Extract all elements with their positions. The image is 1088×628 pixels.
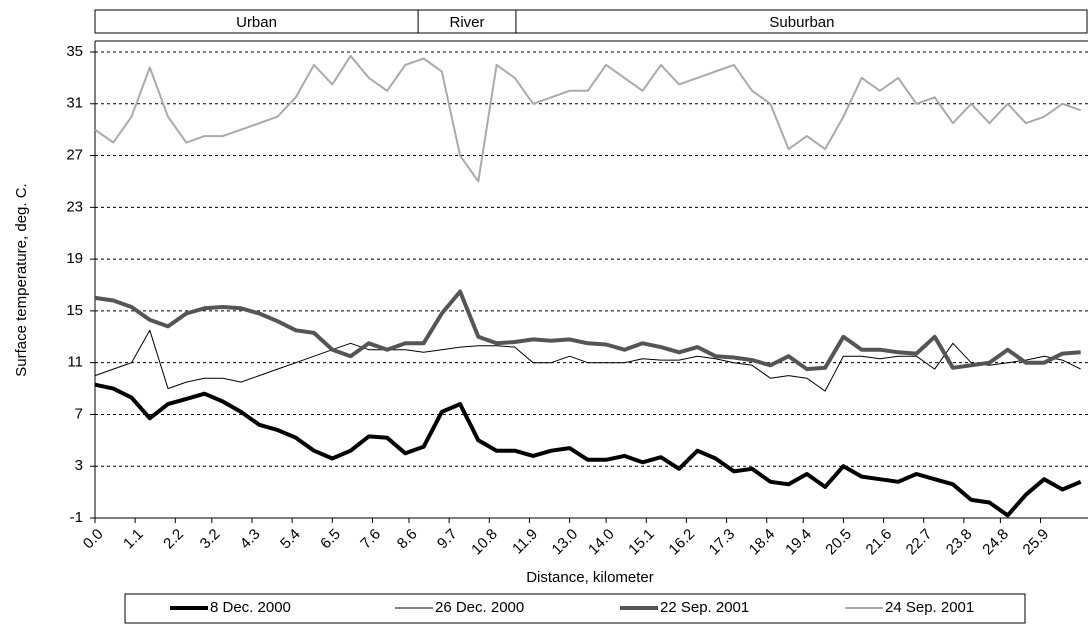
x-tick-label: 20.5 — [822, 526, 855, 559]
legend-label: 26 Dec. 2000 — [435, 599, 524, 616]
x-tick-label: 14.0 — [585, 526, 618, 559]
y-tick-label: 31 — [66, 95, 83, 112]
data-line — [94, 329, 1081, 392]
region-label: River — [450, 14, 485, 31]
x-tick-label: 11.9 — [509, 526, 541, 558]
x-tick-label: 4.3 — [237, 526, 264, 553]
x-tick-label: 3.2 — [197, 526, 224, 553]
x-tick-label: 5.4 — [277, 526, 304, 553]
x-tick-label: 21.6 — [863, 526, 896, 559]
x-tick-label: 25.9 — [1020, 526, 1053, 559]
x-tick-label: 17.3 — [706, 526, 739, 559]
x-tick-label: 18.4 — [746, 526, 779, 559]
x-tick-label: 10.8 — [468, 526, 501, 559]
x-tick-label: 9.7 — [434, 526, 461, 553]
y-tick-label: 27 — [66, 147, 83, 164]
legend-label: 24 Sep. 2001 — [885, 599, 974, 616]
x-tick-label: 19.4 — [782, 526, 815, 559]
region-band — [94, 9, 1088, 34]
y-tick-label: 15 — [66, 302, 83, 319]
y-tick-label: 35 — [66, 43, 83, 60]
legend-label: 22 Sep. 2001 — [660, 599, 749, 616]
y-tick-label: -1 — [70, 509, 83, 526]
x-tick-label: 2.2 — [160, 526, 187, 553]
x-tick-label: 13.0 — [549, 526, 582, 559]
y-tick-label: 3 — [75, 457, 83, 474]
x-tick-label: 23.8 — [943, 526, 976, 559]
legend-label: 8 Dec. 2000 — [210, 599, 291, 616]
y-axis-label: Surface temperature, deg. C. — [13, 183, 30, 376]
region-label: Suburban — [769, 14, 834, 31]
x-tick-label: 0.0 — [80, 526, 107, 553]
x-tick-label: 22.7 — [903, 526, 936, 559]
x-tick-label: 15.1 — [625, 526, 658, 559]
y-tick-label: 11 — [67, 354, 83, 371]
region-label: Urban — [236, 14, 277, 31]
x-tick-label: 7.6 — [357, 526, 384, 553]
data-line — [94, 54, 1082, 183]
x-tick-label: 24.8 — [979, 526, 1012, 559]
data-line — [94, 289, 1081, 372]
y-tick-label: 19 — [66, 250, 83, 267]
y-tick-label: 23 — [66, 198, 83, 215]
x-tick-label: 1.1 — [120, 526, 147, 553]
x-axis-label: Distance, kilometer — [526, 569, 654, 586]
x-tick-label: 8.6 — [394, 526, 421, 553]
data-line — [94, 382, 1082, 518]
y-tick-label: 7 — [75, 405, 83, 422]
x-tick-label: 16.2 — [665, 526, 698, 559]
x-tick-label: 6.5 — [317, 526, 344, 553]
